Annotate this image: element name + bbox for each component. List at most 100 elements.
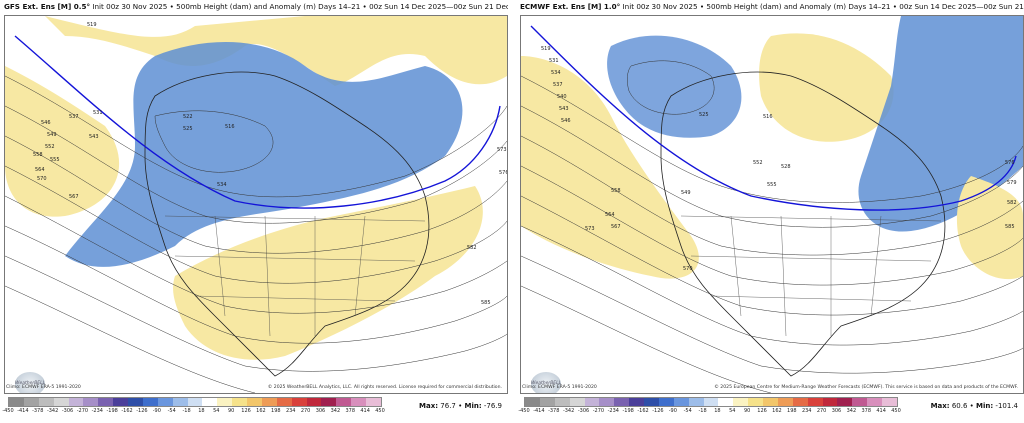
contour-label: 555	[767, 182, 777, 188]
colorbar-tick-label: 198	[787, 408, 797, 414]
colorbar-swatch	[351, 398, 366, 406]
negative-anomaly-atlantic	[858, 16, 1023, 232]
positive-anomaly-north	[45, 16, 507, 86]
highlight-contour	[530, 25, 1017, 211]
colorbar-swatch	[113, 398, 128, 406]
colorbar-tick-label: 270	[816, 408, 827, 414]
colorbar-swatch	[763, 398, 778, 406]
colorbar-swatch	[142, 398, 158, 406]
colorbar-swatch	[525, 398, 540, 406]
colorbar-swatch	[261, 398, 277, 406]
contour-label: 573	[497, 147, 507, 153]
max-value: 60.6	[951, 402, 968, 410]
positive-anomaly-pacific	[5, 66, 120, 217]
colorbar-swatch	[703, 398, 719, 406]
colorbar-tick-label: -450	[2, 408, 14, 414]
contour-label: 525	[183, 126, 193, 132]
contour-label: 540	[557, 94, 567, 100]
colorbar-ticks: -450 -414 -378 -342 -306 -270 -234 -198 -162 -126…	[2, 408, 384, 418]
gfs-panel: GFS Ext. Ens [M] 0.5° Init 00z 30 Nov 20…	[0, 0, 508, 423]
map-area[interactable]: 519 531 537 543 546 549 552 555 558 564 …	[4, 15, 508, 394]
colorbar-tick-label: -54	[167, 408, 176, 414]
colorbar-tick-label: -234	[607, 408, 619, 414]
colorbar-tick-label: -198	[106, 408, 118, 414]
contour-label: 549	[681, 190, 691, 196]
map-area[interactable]: 519 531 534 537 540 543 546 549 552 555 …	[520, 15, 1024, 394]
borders	[164, 215, 426, 337]
contour-label: 546	[41, 120, 51, 126]
colorbar-tick-label: -90	[152, 408, 161, 414]
colorbar-tick-label: 378	[345, 408, 356, 414]
contour-label: 522	[183, 114, 193, 120]
map-svg: 519 531 534 537 540 543 546 549 552 555 …	[521, 16, 1023, 393]
colorbar-tick-label: -162	[637, 408, 649, 414]
contour-label: 570	[683, 266, 693, 272]
colorbar-tick-label: 54	[729, 408, 736, 414]
contour-label: 528	[781, 164, 791, 170]
contour-label: 564	[605, 212, 615, 218]
colorbar-swatch	[584, 398, 600, 406]
colorbar-tick-label: 18	[714, 408, 721, 414]
colorbar-swatch	[614, 398, 630, 406]
max-value: 76.7	[440, 402, 456, 410]
colorbar-swatch	[68, 398, 84, 406]
max-label: Max:	[930, 402, 950, 410]
contour-label: 525	[699, 112, 709, 118]
positive-anomaly-west	[521, 56, 699, 279]
contour-label: 537	[69, 114, 79, 120]
colorbar-swatch	[23, 398, 39, 406]
colorbar-swatch	[202, 398, 218, 406]
map-svg: 519 531 537 543 546 549 552 555 558 564 …	[5, 16, 507, 393]
positive-anomaly-southeast	[173, 186, 483, 360]
panel-header: GFS Ext. Ens [M] 0.5° Init 00z 30 Nov 20…	[0, 0, 508, 14]
contour-label: 531	[549, 58, 559, 64]
colorbar-tick-label: 54	[213, 408, 220, 414]
contour-label: 573	[585, 226, 595, 232]
contour-label: 567	[611, 224, 621, 230]
min-value: -76.9	[483, 402, 502, 410]
colorbar-tick-label: 270	[300, 408, 311, 414]
coastline	[660, 71, 946, 377]
contour-labels: 519 531 534 537 540 543 546 549 552 555 …	[541, 46, 1017, 272]
positive-anomaly-arctic	[759, 33, 894, 142]
colorbar-tick-label: -270	[76, 408, 89, 414]
colorbar-tick-label: -18	[182, 408, 191, 414]
contour-label: 582	[1007, 200, 1017, 206]
contour-label: 570	[37, 176, 47, 182]
colorbar-tick-label: 90	[228, 408, 235, 414]
model-name: ECMWF Ext. Ens [M] 1.0°	[520, 2, 621, 11]
colorbar-tick-label: -306	[61, 408, 74, 414]
credit-line: © 2025 European Centre for Medium-Range …	[714, 385, 1018, 390]
colorbar-swatch	[276, 398, 292, 406]
weatherbell-logo: WeatherBELL	[531, 372, 561, 393]
colorbar-swatch	[718, 398, 734, 406]
colorbar-swatch	[644, 398, 659, 406]
weatherbell-logo: WeatherBELL	[15, 372, 45, 393]
contour-label: 552	[753, 160, 763, 166]
coastline	[144, 71, 430, 377]
positive-anomaly-east	[956, 176, 1023, 280]
colorbar-tick-label: -126	[136, 408, 148, 414]
borders	[680, 215, 942, 337]
colorbar-tick-label: -54	[683, 408, 692, 414]
contour-label: 537	[553, 82, 563, 88]
contour-label: 531	[93, 110, 103, 116]
colorbar-tick-label: -342	[562, 408, 575, 414]
colorbar-swatch	[128, 398, 143, 406]
climo-note: Climo: ECMWF ERA-5 1991-2020	[6, 385, 81, 390]
colorbar-tick-label: 162	[772, 408, 782, 414]
colorbar-tick-label: -162	[121, 408, 133, 414]
colorbar-tick-label: 162	[256, 408, 266, 414]
contour-label: 543	[559, 106, 569, 112]
colorbar-swatch	[247, 398, 262, 406]
colorbar-tick-label: -18	[698, 408, 707, 414]
colorbar-swatch	[366, 398, 381, 406]
colorbar-swatch	[187, 398, 203, 406]
contour-label: 585	[481, 300, 491, 306]
colorbar	[524, 397, 898, 407]
colorbar-swatch	[291, 398, 307, 406]
contour-labels: 519 531 537 543 546 549 552 555 558 564 …	[33, 22, 507, 306]
header-details: Init 00z 30 Nov 2025 • 500mb Height (dam…	[622, 2, 1024, 11]
colorbar-tick-label: 306	[831, 408, 842, 414]
contour-label: 519	[541, 46, 551, 52]
